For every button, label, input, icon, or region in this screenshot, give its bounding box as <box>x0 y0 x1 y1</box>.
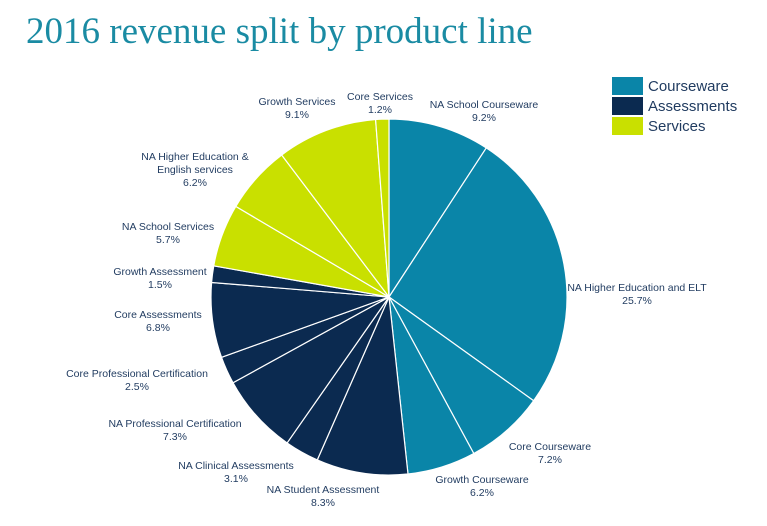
slice-label: Growth Courseware 6.2% <box>435 474 529 499</box>
chart-title: 2016 revenue split by product line <box>26 11 533 52</box>
pie-slice <box>388 118 488 300</box>
slice-label: Growth Services 9.1% <box>258 96 335 121</box>
legend-item: Services <box>612 116 737 136</box>
pie-slice <box>374 118 390 298</box>
legend-swatch <box>612 77 643 95</box>
slice-label: Core Courseware 7.2% <box>509 441 591 466</box>
slice-label: Growth Assessment 1.5% <box>113 266 206 291</box>
slice-label: NA School Services 5.7% <box>122 221 214 246</box>
pie-slice <box>388 147 568 402</box>
pie-slice <box>316 294 409 476</box>
legend-swatch <box>612 117 643 135</box>
legend-item: Courseware <box>612 76 737 96</box>
pie-slice <box>280 118 390 299</box>
legend: Courseware Assessments Services <box>612 76 737 136</box>
legend-item: Assessments <box>612 96 737 116</box>
legend-label: Services <box>648 117 706 135</box>
slice-label: NA Higher Education and ELT 25.7% <box>567 282 707 307</box>
slice-label: Core Professional Certification 2.5% <box>66 368 208 393</box>
slice-label: Core Services 1.2% <box>347 91 413 116</box>
slice-label: NA Professional Certification 7.3% <box>108 418 241 443</box>
slice-label: NA Clinical Assessments 3.1% <box>178 460 294 485</box>
slice-label: NA Higher Education & English services 6.2… <box>141 151 248 189</box>
slice-label: Core Assessments 6.8% <box>114 309 202 334</box>
legend-swatch <box>612 97 643 115</box>
slice-label: NA School Courseware 9.2% <box>430 99 539 124</box>
slice-label: NA Student Assessment 8.3% <box>267 484 380 509</box>
legend-label: Assessments <box>648 97 738 115</box>
legend-label: Courseware <box>648 77 729 95</box>
